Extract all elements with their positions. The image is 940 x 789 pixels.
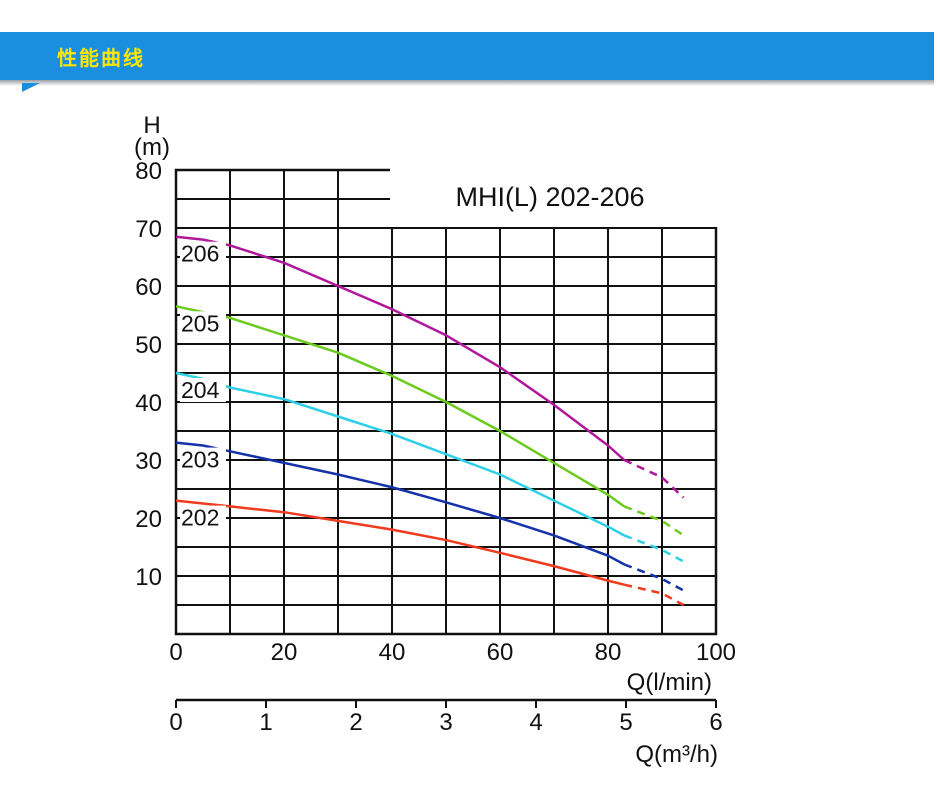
series-dashed-205 — [623, 505, 685, 537]
header-title: 性能曲线 — [57, 46, 145, 70]
series-label-203: 203 — [181, 447, 219, 473]
y-tick-label: 80 — [135, 158, 162, 185]
x2-tick-label: 1 — [259, 709, 272, 736]
series-dashed-206 — [623, 458, 685, 499]
y-tick-label: 50 — [135, 332, 162, 359]
x-tick-label: 60 — [487, 639, 514, 666]
x2-tick-label: 5 — [619, 709, 632, 736]
series-label-bg — [180, 241, 226, 266]
series-line-206 — [175, 235, 626, 461]
series-dashed-204 — [623, 534, 685, 563]
x2-tick-label: 4 — [529, 709, 542, 736]
y-tick-label: 60 — [135, 274, 162, 301]
header-shadow — [0, 80, 934, 86]
x-tick-label: 80 — [595, 639, 622, 666]
y-axis-unit: (m) — [134, 134, 170, 161]
series-label-bg — [180, 505, 226, 530]
x2-tick-label: 6 — [709, 709, 722, 736]
x2-tick-label: 0 — [169, 709, 182, 736]
x-tick-label: 20 — [271, 639, 298, 666]
x-tick-label: 100 — [696, 639, 736, 666]
y-tick-label: 30 — [135, 448, 162, 475]
x2-axis-label: Q(m³/h) — [635, 741, 718, 768]
series-label-204: 204 — [181, 377, 220, 403]
x-axis-label: Q(l/min) — [627, 669, 712, 696]
series-label-206: 206 — [181, 241, 219, 267]
series-dashed-203 — [623, 563, 685, 592]
series-label-bg — [180, 378, 226, 402]
y-tick-label: 70 — [135, 216, 162, 243]
x-tick-label: 40 — [379, 639, 406, 666]
series-label-205: 205 — [181, 310, 219, 336]
x2-tick-label: 3 — [439, 709, 452, 736]
chart-title: MHI(L) 202-206 — [455, 182, 644, 212]
header-banner — [0, 32, 934, 80]
header-tab-marker — [22, 83, 40, 92]
series-label-202: 202 — [181, 505, 219, 531]
series-label-bg — [180, 311, 226, 336]
y-tick-label: 40 — [135, 390, 162, 417]
title-box-bg — [390, 164, 718, 227]
y-tick-label: 10 — [135, 564, 162, 591]
y-axis-label: H — [143, 112, 160, 139]
series-dashed-202 — [623, 583, 685, 607]
series-label-bg — [180, 447, 226, 472]
series-line-202 — [175, 499, 625, 586]
x2-tick-label: 2 — [349, 709, 362, 736]
x-tick-label: 0 — [169, 639, 182, 666]
y-tick-label: 20 — [135, 506, 162, 533]
